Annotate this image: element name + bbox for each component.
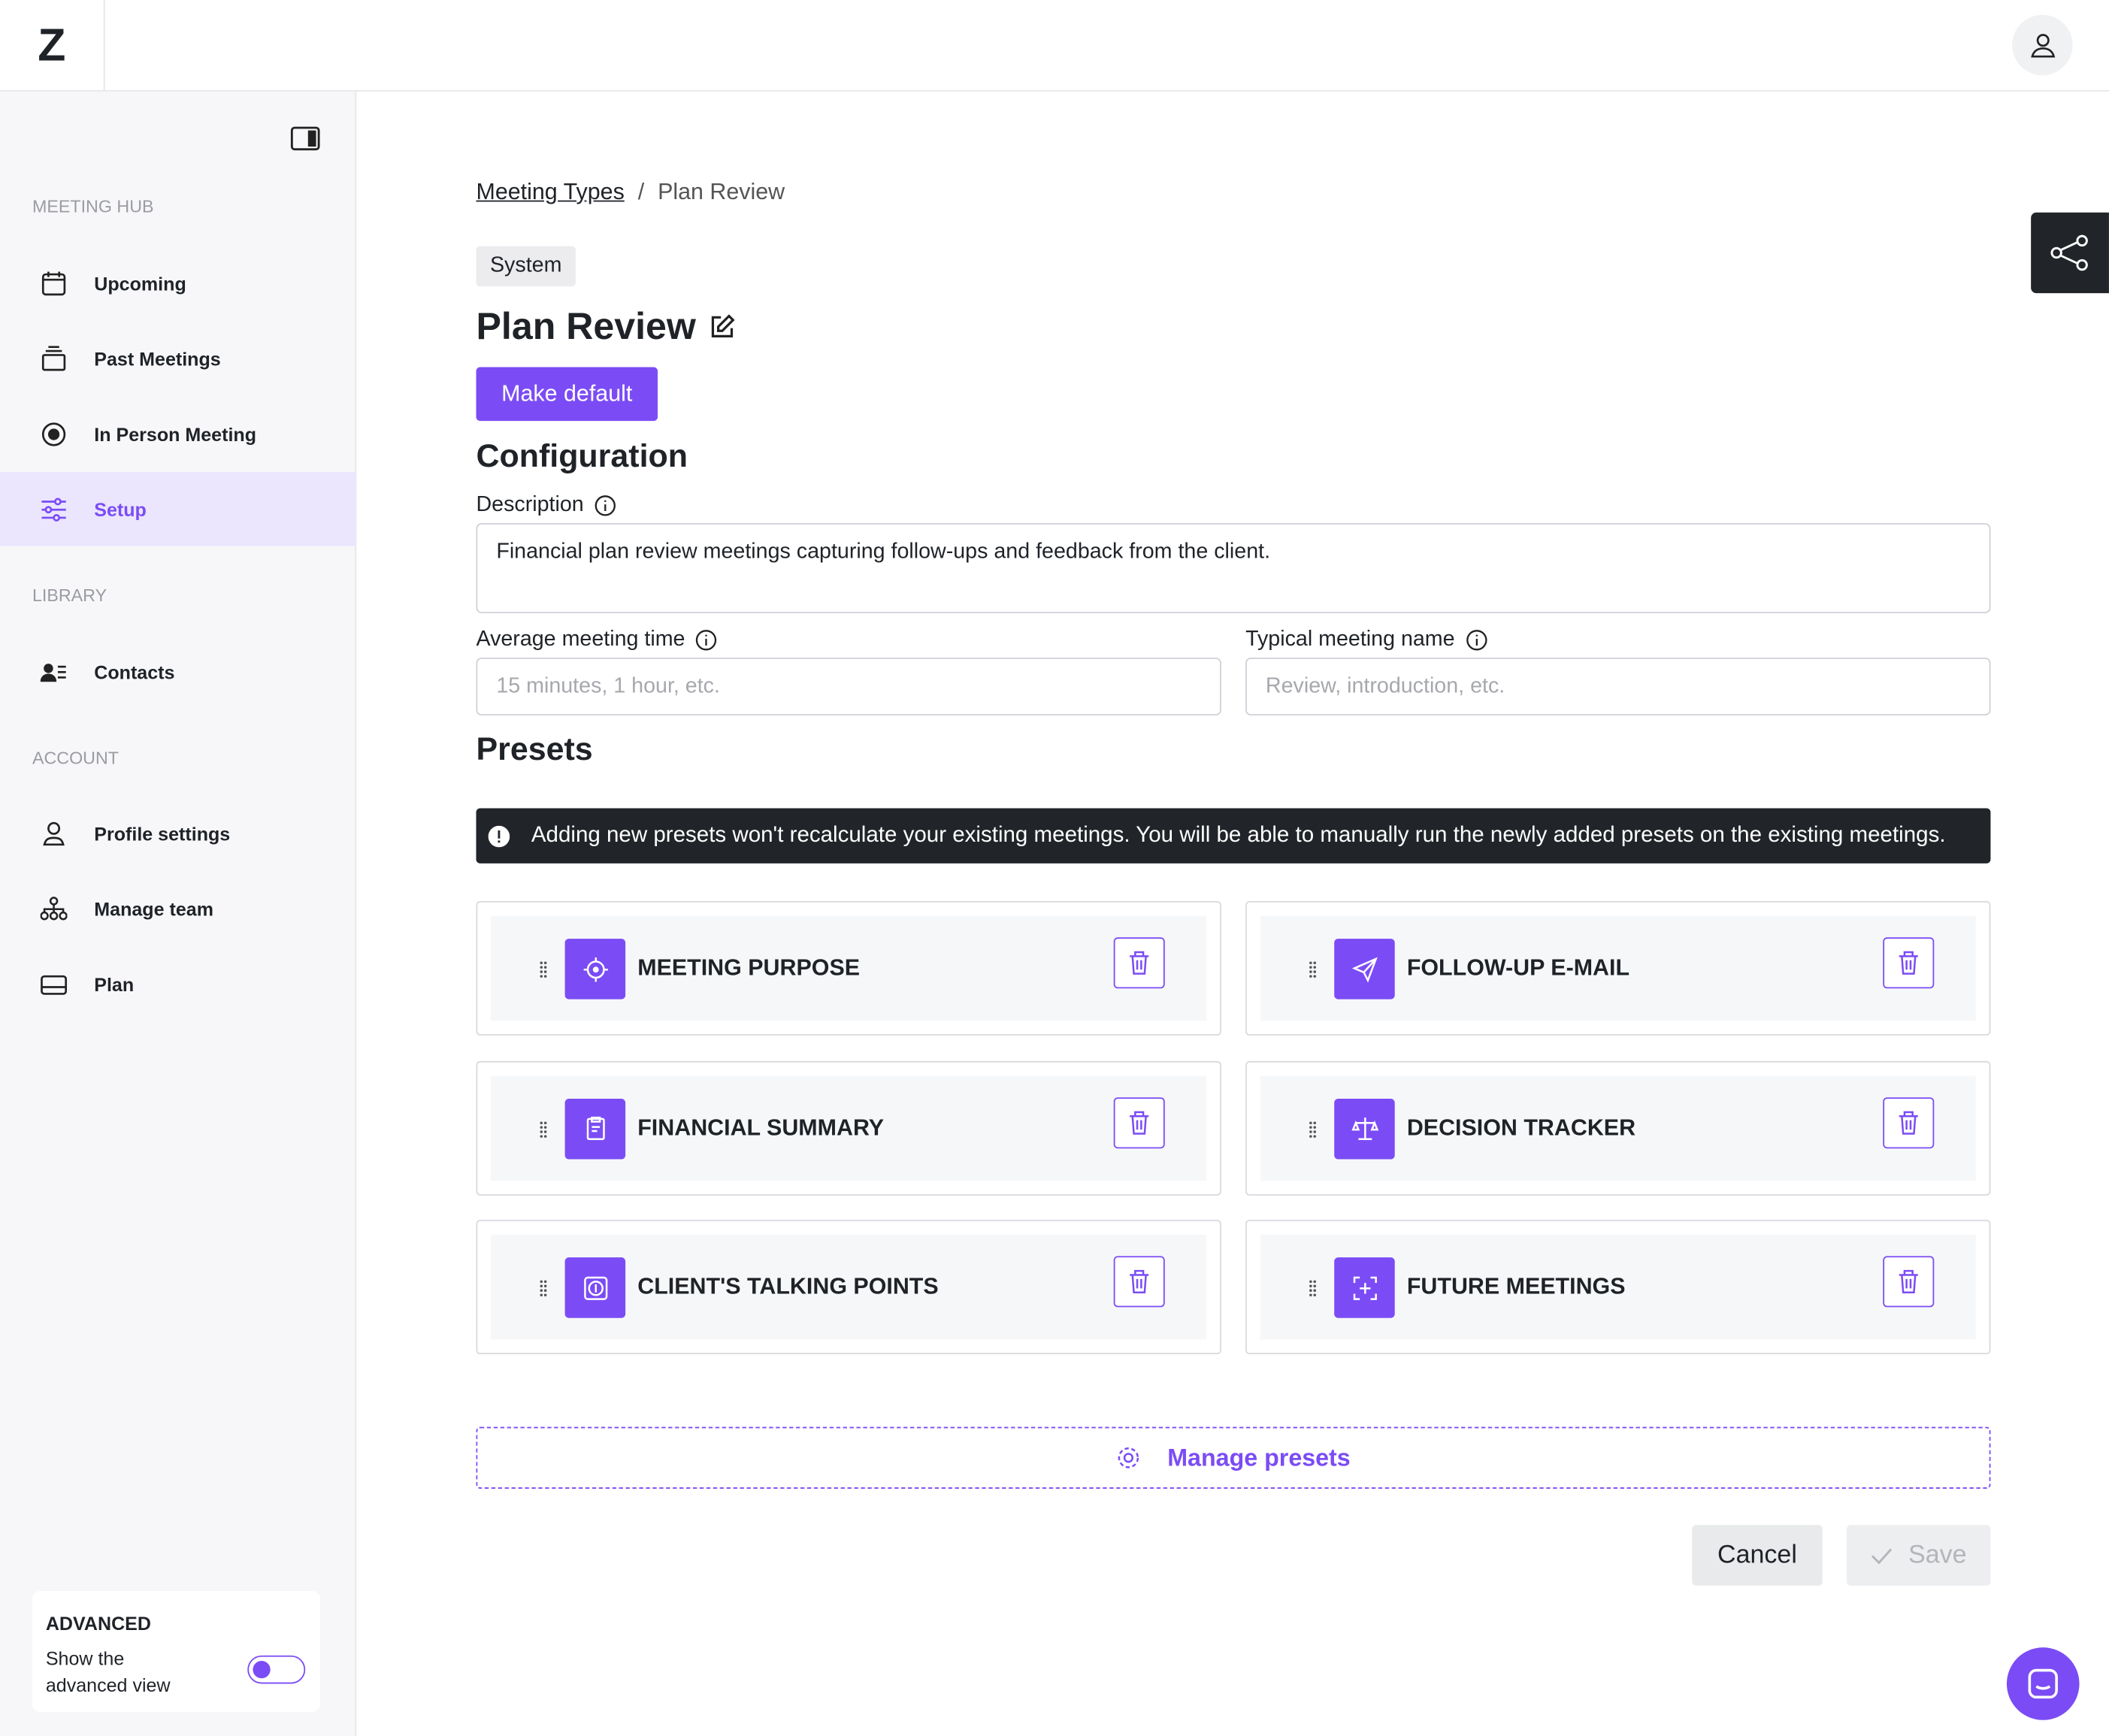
- nav-item[interactable]: In Person Meeting: [0, 397, 356, 470]
- drag-handle[interactable]: [540, 1279, 548, 1298]
- advanced-card: ADVANCED Show the advanced view: [32, 1590, 320, 1713]
- label-text: Description: [476, 493, 584, 517]
- average-time-input[interactable]: 15 minutes, 1 hour, etc.: [476, 658, 1221, 716]
- preset-icon: [1334, 939, 1395, 1000]
- save-button[interactable]: Save: [1846, 1525, 1991, 1586]
- field-label: Average meeting time: [476, 628, 717, 652]
- preset-inner: MEETING PURPOSE: [491, 915, 1207, 1021]
- logo[interactable]: Z: [0, 0, 105, 92]
- delete-button[interactable]: [1883, 1096, 1935, 1148]
- manage-presets-label: Manage presets: [1167, 1444, 1351, 1471]
- title-text: Plan Review: [476, 305, 696, 347]
- preset-inner: FINANCIAL SUMMARY: [491, 1075, 1207, 1181]
- nav-label: Past Meetings: [94, 347, 221, 370]
- badge: System: [476, 246, 576, 287]
- delete-button[interactable]: [1883, 1256, 1935, 1308]
- breadcrumb-current: Plan Review: [658, 179, 785, 205]
- manage-presets-button[interactable]: Manage presets: [476, 1426, 1991, 1489]
- preset-icon: [564, 1257, 626, 1318]
- nav-item[interactable]: Profile settings: [0, 796, 356, 870]
- save-label: Save: [1908, 1540, 1967, 1569]
- notice-text: Adding new presets won't recalculate you…: [531, 823, 1946, 848]
- nav-item[interactable]: Setup: [0, 472, 357, 546]
- typical-name-input[interactable]: Review, introduction, etc.: [1245, 658, 1991, 716]
- nav-label: Contacts: [94, 661, 175, 683]
- preset-name: CLIENT'S TALKING POINTS: [637, 1273, 939, 1299]
- breadcrumb-separator: /: [637, 179, 645, 205]
- field-label: Typical meeting name: [1245, 628, 1487, 652]
- preset-card[interactable]: MEETING PURPOSE: [476, 900, 1221, 1036]
- page-title: Plan Review: [476, 305, 736, 348]
- preset-card[interactable]: DECISION TRACKER: [1245, 1060, 1991, 1195]
- preset-name: MEETING PURPOSE: [637, 954, 861, 981]
- preset-card[interactable]: CLIENT'S TALKING POINTS: [476, 1220, 1221, 1355]
- notice-bar: Adding new presets won't recalculate you…: [476, 808, 1991, 863]
- drag-handle[interactable]: [1309, 1279, 1317, 1298]
- drag-handle[interactable]: [1309, 1120, 1317, 1139]
- section-title: MEETING HUB: [32, 196, 154, 217]
- breadcrumb-link[interactable]: Meeting Types: [476, 179, 625, 205]
- delete-button[interactable]: [1113, 1096, 1165, 1148]
- advanced-title: ADVANCED: [45, 1612, 151, 1635]
- nav-label: In Person Meeting: [94, 422, 257, 445]
- label-text: Typical meeting name: [1245, 628, 1455, 652]
- preset-inner: FOLLOW-UP E-MAIL: [1260, 915, 1976, 1021]
- preset-icon: [1334, 1257, 1395, 1318]
- drag-handle[interactable]: [540, 1120, 548, 1139]
- section-heading: Configuration: [476, 438, 688, 475]
- preset-inner: FUTURE MEETINGS: [1260, 1234, 1976, 1340]
- preset-icon: [564, 939, 626, 1000]
- section-heading: Presets: [476, 731, 593, 768]
- nav-label: Plan: [94, 972, 135, 995]
- preset-inner: CLIENT'S TALKING POINTS: [491, 1234, 1207, 1340]
- preset-card[interactable]: FOLLOW-UP E-MAIL: [1245, 900, 1991, 1036]
- nav-item[interactable]: Past Meetings: [0, 322, 356, 395]
- delete-button[interactable]: [1113, 1256, 1165, 1308]
- toggle-knob: [253, 1660, 271, 1678]
- advanced-toggle[interactable]: [247, 1655, 306, 1684]
- preset-card[interactable]: FUTURE MEETINGS: [1245, 1220, 1991, 1355]
- cancel-button[interactable]: Cancel: [1692, 1525, 1823, 1586]
- nav-label: Manage team: [94, 897, 213, 920]
- top-bar: Z: [0, 0, 2109, 92]
- nav-label: Setup: [94, 498, 147, 520]
- chat-button[interactable]: [2006, 1647, 2080, 1720]
- collapse-toggle[interactable]: [290, 126, 320, 151]
- preset-name: FUTURE MEETINGS: [1406, 1273, 1626, 1299]
- preset-name: FOLLOW-UP E-MAIL: [1406, 954, 1630, 981]
- section-title: LIBRARY: [32, 585, 107, 606]
- drag-handle[interactable]: [1309, 960, 1317, 979]
- make-default-button[interactable]: Make default: [476, 367, 658, 422]
- delete-button[interactable]: [1883, 937, 1935, 989]
- nav-label: Profile settings: [94, 822, 231, 844]
- nav-item[interactable]: Contacts: [0, 635, 356, 709]
- advanced-text: Show the advanced view: [45, 1647, 171, 1696]
- nav-label: Upcoming: [94, 272, 186, 295]
- nav-item[interactable]: Plan: [0, 947, 356, 1021]
- drag-handle[interactable]: [540, 960, 548, 979]
- preset-card[interactable]: FINANCIAL SUMMARY: [476, 1060, 1221, 1195]
- label-text: Average meeting time: [476, 628, 685, 652]
- preset-icon: [564, 1098, 626, 1159]
- section-title: ACCOUNT: [32, 747, 119, 768]
- preset-name: FINANCIAL SUMMARY: [637, 1114, 885, 1140]
- preset-name: DECISION TRACKER: [1406, 1114, 1636, 1140]
- preset-icon: [1334, 1098, 1395, 1159]
- sidebar: MEETING HUB Upcoming Past Meetings In Pe…: [0, 91, 357, 1736]
- nav-item[interactable]: Upcoming: [0, 246, 356, 319]
- breadcrumb: Meeting Types / Plan Review: [476, 179, 785, 206]
- edit-icon[interactable]: [710, 313, 737, 340]
- preset-inner: DECISION TRACKER: [1260, 1075, 1976, 1181]
- description-textarea[interactable]: Financial plan review meetings capturing…: [476, 523, 1991, 614]
- delete-button[interactable]: [1113, 937, 1165, 989]
- field-label: Description: [476, 494, 616, 518]
- share-tab[interactable]: [2031, 212, 2109, 294]
- avatar[interactable]: [2012, 14, 2073, 76]
- nav-item[interactable]: Manage team: [0, 872, 356, 945]
